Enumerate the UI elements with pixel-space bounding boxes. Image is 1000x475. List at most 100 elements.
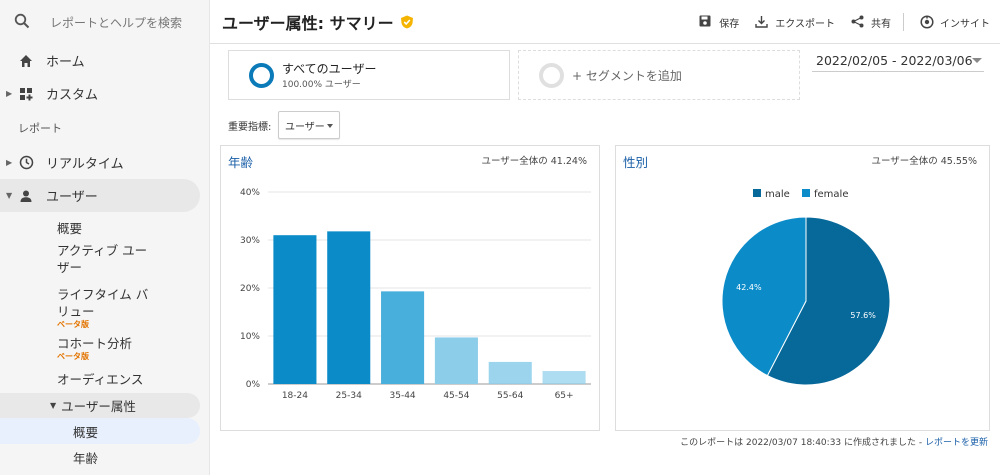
caret-down-icon: ▼ — [50, 401, 57, 410]
pie-slice-male[interactable] — [766, 216, 891, 386]
dashboard-icon — [18, 86, 34, 102]
age-bar[interactable] — [542, 371, 586, 384]
y-tick-label: 40% — [240, 188, 260, 198]
sidebar-sub-lifetime-value[interactable]: ライフタイム バリュー ベータ版 — [0, 286, 155, 329]
sidebar: レポートとヘルプを検索 ホーム ▶ カスタム レポート ▶ リアルタイム ▼ ユ… — [0, 0, 210, 475]
sidebar-item-custom[interactable]: ▶ カスタム — [0, 77, 209, 110]
beta-badge: ベータ版 — [57, 320, 89, 329]
report-timestamp: このレポートは 2022/03/07 18:40:33 に作成されました - — [680, 438, 925, 448]
search-icon — [14, 13, 32, 31]
age-bar[interactable] — [273, 235, 317, 384]
export-label: エクスポート — [775, 18, 835, 30]
caret-right-icon: ▶ — [6, 158, 13, 167]
sidebar-item-realtime[interactable]: ▶ リアルタイム — [0, 146, 209, 179]
key-metric-label: 重要指標: — [228, 122, 272, 133]
sidebar-sub-demographics[interactable]: ▼ ユーザー属性 — [0, 393, 200, 418]
age-panel: 年齢 ユーザー全体の 41.24% 0% 10% 20% 30% 40% 18-24 25-… — [220, 145, 600, 431]
x-tick-label: 45-54 — [443, 391, 469, 401]
legend-swatch — [753, 189, 761, 197]
y-tick-label: 20% — [240, 284, 260, 294]
sidebar-subsub-age[interactable]: 年齢 — [73, 450, 99, 466]
caret-right-icon: ▶ — [6, 89, 13, 98]
age-bar[interactable] — [434, 337, 478, 384]
age-panel-note: ユーザー全体の 41.24% — [481, 156, 587, 167]
share-icon — [851, 15, 865, 29]
y-tick-label: 30% — [240, 236, 260, 246]
header-actions: 保存 エクスポート 共有 インサイト — [683, 0, 990, 44]
pie-value-label: 57.6% — [850, 311, 876, 320]
date-range-picker[interactable]: 2022/02/05 - 2022/03/06 — [812, 50, 984, 72]
sidebar-item-label: カスタム — [46, 88, 99, 103]
sidebar-sub-label: ユーザー属性 — [61, 399, 136, 414]
sidebar-item-users[interactable]: ▼ ユーザー — [0, 179, 200, 212]
download-icon — [755, 15, 769, 29]
insight-button[interactable]: インサイト — [920, 15, 990, 30]
key-metric-value: ユーザー — [285, 121, 325, 133]
divider — [903, 13, 904, 31]
sidebar-sub-label: コホート分析 — [57, 336, 133, 351]
age-panel-title[interactable]: 年齢 — [228, 155, 254, 170]
gender-panel: 性別 ユーザー全体の 45.55% male female 57.6% 42.4% — [615, 145, 990, 431]
caret-down-icon: ▼ — [6, 191, 13, 200]
segment-name: すべてのユーザー — [282, 62, 377, 76]
refresh-report-link[interactable]: レポートを更新 — [924, 438, 988, 448]
dropdown-arrow-icon — [327, 124, 333, 128]
legend-swatch — [802, 189, 810, 197]
sidebar-item-label: ユーザー — [46, 190, 98, 205]
gender-panel-note: ユーザー全体の 45.55% — [871, 156, 977, 167]
page-title: ユーザー属性: サマリー — [222, 13, 394, 33]
y-tick-label: 10% — [240, 332, 260, 342]
x-tick-label: 18-24 — [282, 391, 308, 401]
sidebar-item-label: ホーム — [46, 55, 85, 70]
sidebar-sub-audience[interactable]: オーディエンス — [57, 371, 144, 387]
save-label: 保存 — [719, 18, 740, 30]
legend-label[interactable]: male — [765, 189, 790, 200]
save-icon — [699, 15, 713, 29]
beta-badge: ベータ版 — [57, 352, 89, 361]
sidebar-item-home[interactable]: ホーム — [0, 44, 209, 77]
segment-percentage: 100.00% ユーザー — [282, 80, 361, 90]
sidebar-item-label: リアルタイム — [46, 157, 124, 172]
sidebar-sub-active-users[interactable]: アクティブ ユーザー — [57, 243, 148, 275]
age-bar-chart: 0% 10% 20% 30% 40% 18-24 25-34 35-44 45-54 55-64 6… — [240, 188, 591, 401]
share-button[interactable]: 共有 — [851, 15, 891, 30]
sidebar-sub-cohort[interactable]: コホート分析 ベータ版 — [0, 335, 209, 361]
gender-panel-title[interactable]: 性別 — [623, 155, 649, 170]
segment-ring-icon — [249, 62, 274, 88]
add-segment-label: + セグメントを追加 — [572, 68, 682, 83]
share-label: 共有 — [871, 18, 891, 30]
date-range-label: 2022/02/05 - 2022/03/06 — [816, 53, 973, 68]
age-bar[interactable] — [381, 291, 425, 384]
search-bar[interactable]: レポートとヘルプを検索 — [0, 0, 209, 44]
age-bar[interactable] — [327, 231, 371, 384]
clock-icon — [18, 155, 34, 171]
legend-label[interactable]: female — [814, 189, 848, 200]
insight-label: インサイト — [940, 18, 990, 30]
insight-icon — [920, 15, 934, 29]
pie-value-label: 42.4% — [736, 283, 762, 292]
x-tick-label: 35-44 — [390, 391, 416, 401]
report-footer: このレポートは 2022/03/07 18:40:33 に作成されました - レ… — [680, 435, 988, 448]
export-button[interactable]: エクスポート — [755, 15, 835, 30]
sidebar-subsub-gender[interactable]: 性別 — [0, 470, 209, 475]
section-label-report: レポート — [18, 122, 62, 135]
home-icon — [18, 53, 34, 69]
segment-all-users[interactable]: すべてのユーザー 100.00% ユーザー — [228, 50, 510, 100]
key-metric-select[interactable]: ユーザー — [278, 111, 340, 139]
y-tick-label: 0% — [246, 380, 261, 390]
segment-empty-ring-icon — [539, 62, 564, 88]
sidebar-sub-label: ライフタイム バリュー — [57, 287, 149, 319]
sidebar-sub-overview[interactable]: 概要 — [57, 220, 83, 236]
pie-slice-female[interactable] — [721, 216, 807, 377]
verified-badge-icon — [400, 15, 414, 29]
add-segment-button[interactable]: + セグメントを追加 — [518, 50, 800, 100]
dropdown-arrow-icon — [972, 58, 982, 63]
gender-pie-chart: male female 57.6% 42.4% — [721, 189, 891, 386]
save-button[interactable]: 保存 — [699, 15, 739, 30]
sidebar-subsub-overview[interactable]: 概要 — [0, 418, 200, 444]
search-placeholder: レポートとヘルプを検索 — [50, 15, 183, 30]
person-icon — [18, 188, 34, 204]
x-tick-label: 55-64 — [497, 391, 523, 401]
age-bar[interactable] — [488, 361, 532, 384]
x-tick-label: 25-34 — [336, 391, 362, 401]
